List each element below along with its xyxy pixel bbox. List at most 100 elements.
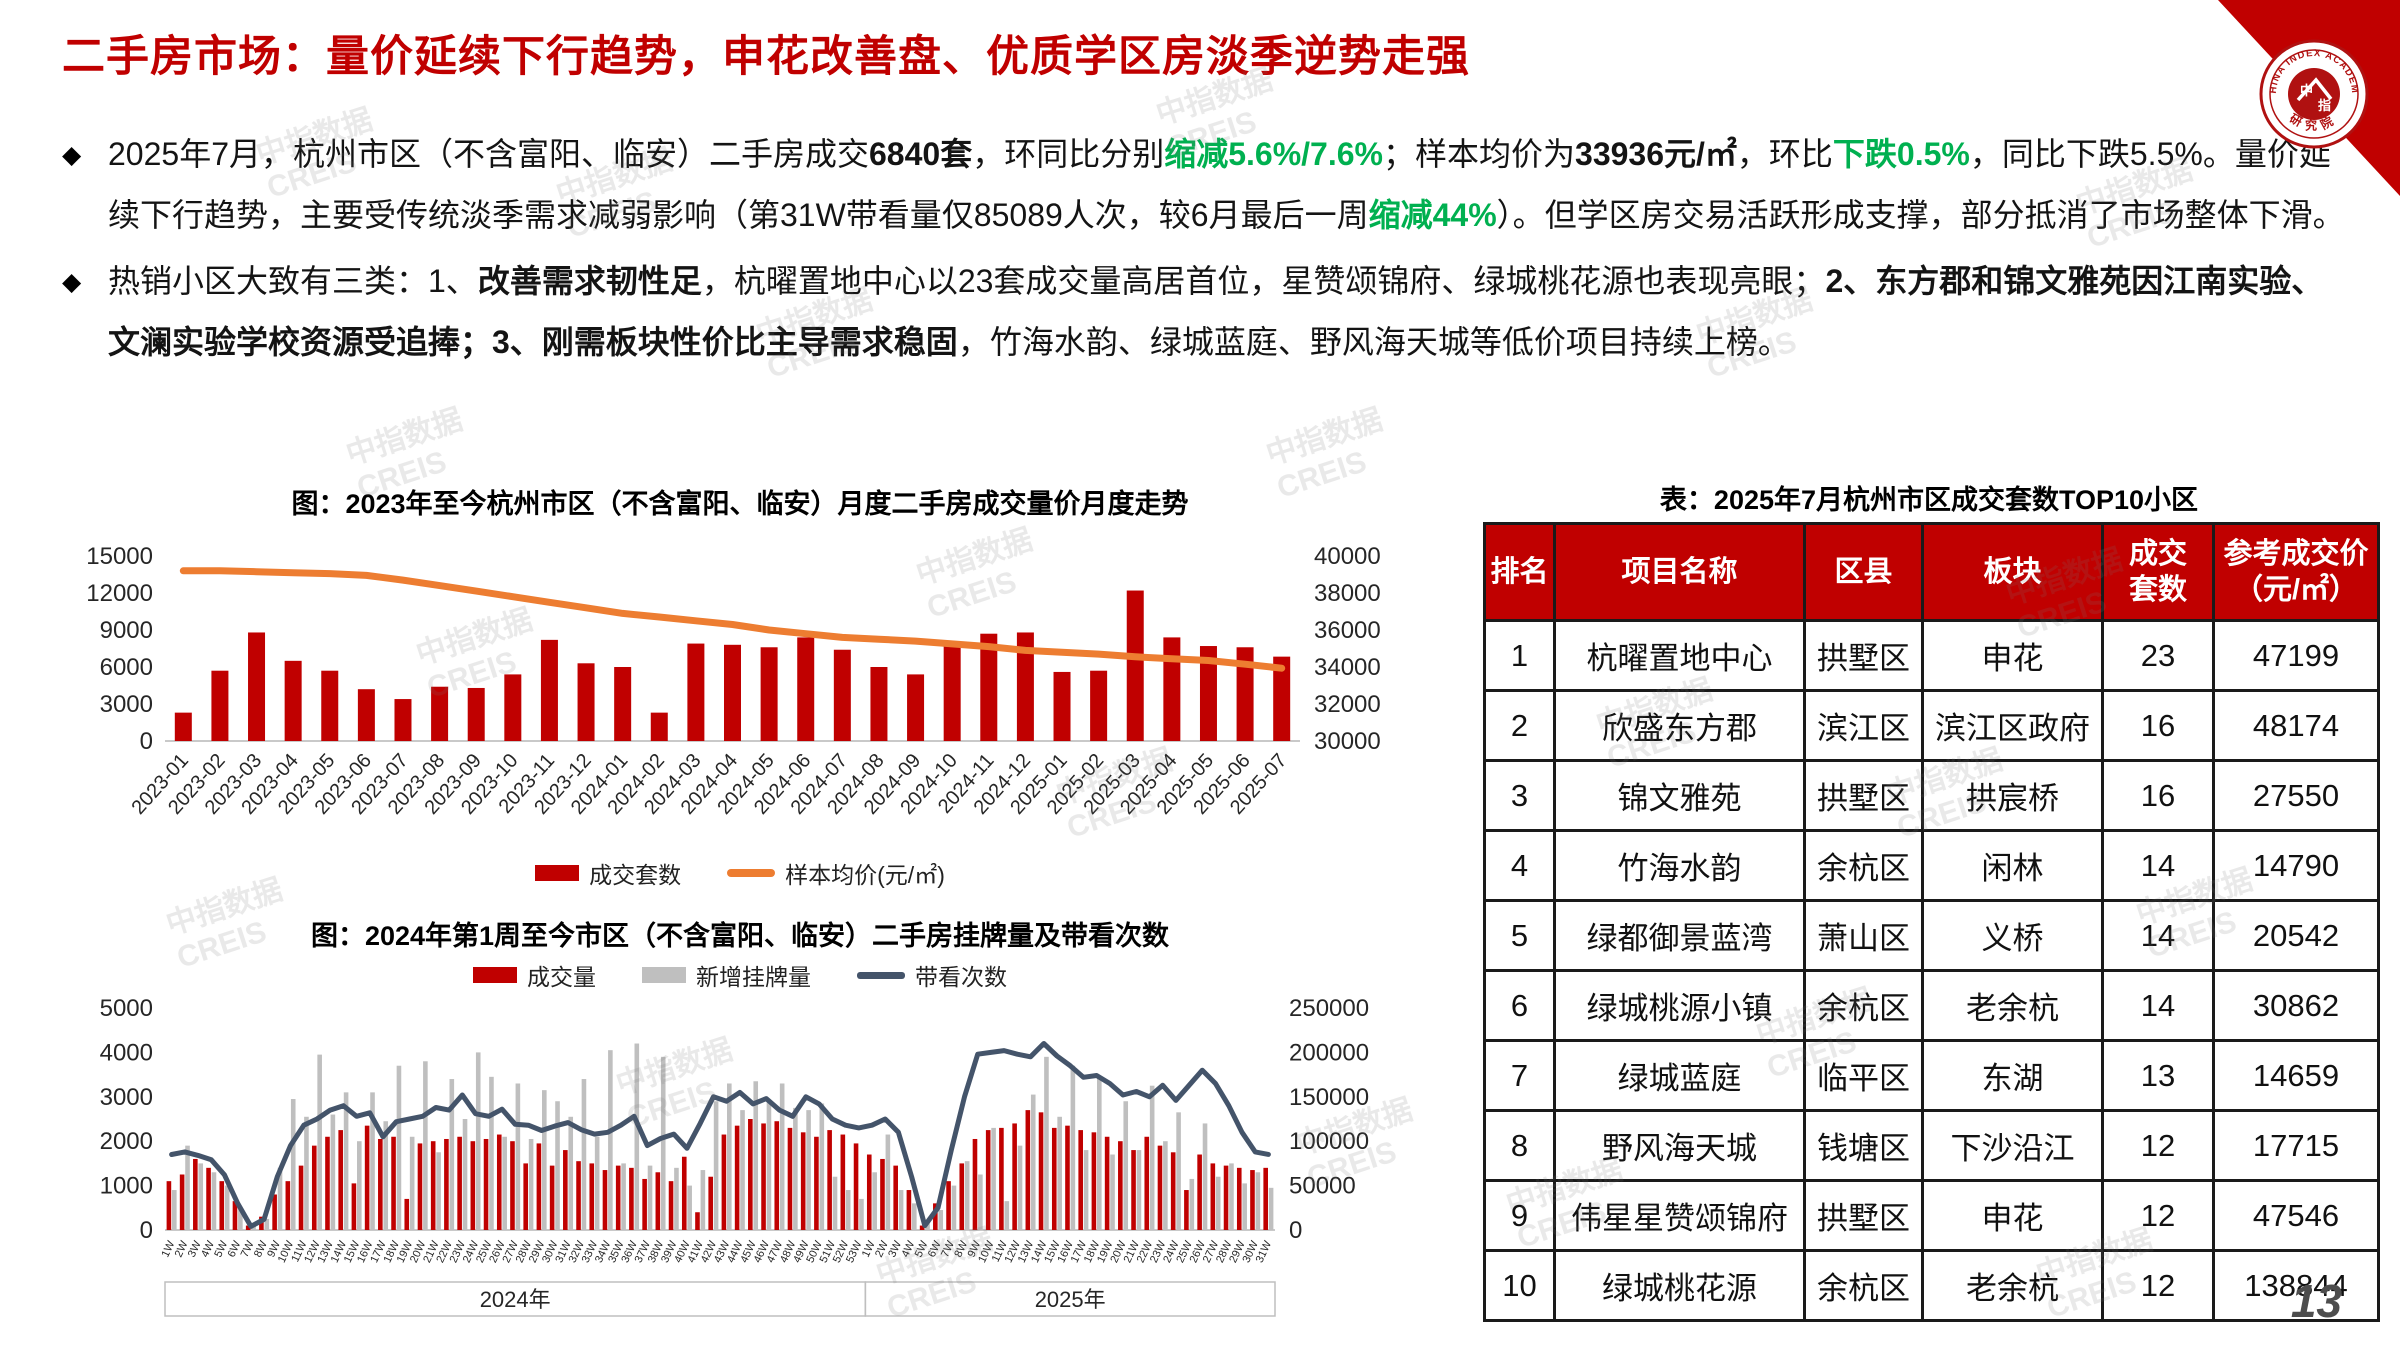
bar-成交套数 [248, 632, 266, 741]
bar-新增挂牌量 [753, 1081, 759, 1230]
legend-label: 新增挂牌量 [696, 964, 811, 990]
bar-新增挂牌量 [172, 1190, 177, 1230]
bar-新增挂牌量 [449, 1079, 455, 1230]
bar-新增挂牌量 [555, 1101, 560, 1230]
table-cell-deals: 13 [2101, 1039, 2215, 1112]
bullet-list: ◆ 2025年7月，杭州市区（不含富阳、临安）二手房成交6840套，环同比分别缩减… [62, 124, 2352, 378]
bar-成交量 [1078, 1130, 1083, 1230]
bar-成交量 [853, 1143, 859, 1230]
table-cell-deals: 14 [2101, 969, 2215, 1042]
right-axis-tick: 250000 [1289, 995, 1369, 1022]
table-header-cell: 项目名称 [1553, 522, 1806, 622]
bar-新增挂牌量 [1097, 1076, 1102, 1230]
bullet-item: ◆ 2025年7月，杭州市区（不含富阳、临安）二手房成交6840套，环同比分别缩减… [62, 124, 2352, 247]
bar-新增挂牌量 [621, 1163, 626, 1230]
table-row: 1 杭曜置地中心 拱墅区 申花 23 47199 [1483, 619, 2380, 692]
table-cell-price: 14790 [2212, 829, 2380, 902]
year-group-box [864, 1281, 1276, 1317]
table-cell-rank: 1 [1483, 619, 1556, 692]
bar-新增挂牌量 [806, 1110, 811, 1230]
seal-roof-mark [2296, 77, 2333, 102]
left-axis-tick: 2000 [100, 1128, 153, 1155]
legend-item-listings: 新增挂牌量 [642, 958, 811, 992]
bar-成交量 [734, 1125, 740, 1230]
bar-成交量 [615, 1165, 621, 1230]
table-row: 3 锦文雅苑 拱墅区 拱宸桥 16 27550 [1483, 759, 2380, 832]
table-cell-price: 27550 [2212, 759, 2380, 832]
left-axis-tick: 6000 [100, 654, 153, 681]
bar-成交套数 [211, 670, 229, 741]
table-row: 5 绿都御景蓝湾 萧山区 义桥 14 20542 [1483, 899, 2380, 972]
table-cell-name: 欣盛东方郡 [1553, 689, 1806, 762]
table-cell-rank: 10 [1483, 1249, 1556, 1322]
table-cell-area: 闲林 [1921, 829, 2104, 902]
bar-成交量 [1210, 1163, 1216, 1230]
left-axis-tick: 12000 [86, 580, 153, 607]
bar-成交量 [193, 1158, 198, 1230]
table-row: 9 伟星星赞颂锦府 拱墅区 申花 12 47546 [1483, 1179, 2380, 1252]
table-cell-area: 下沙沿江 [1921, 1109, 2104, 1182]
bar-新增挂牌量 [489, 1076, 494, 1230]
bar-新增挂牌量 [357, 1141, 362, 1230]
table-cell-district: 拱墅区 [1803, 759, 1924, 832]
table-cell-price: 138844 [2212, 1249, 2380, 1322]
bar-成交量 [232, 1201, 238, 1230]
bar-新增挂牌量 [700, 1170, 706, 1230]
bar-成交量 [444, 1138, 449, 1230]
bar-成交量 [668, 1181, 674, 1230]
bar-新增挂牌量 [1255, 1172, 1261, 1230]
bar-成交量 [721, 1134, 727, 1230]
table-header-cell: 排名 [1483, 522, 1556, 622]
bar-成交套数 [943, 642, 961, 741]
bar-成交量 [364, 1125, 370, 1230]
bar-成交套数 [321, 670, 339, 741]
bar-成交量 [1170, 1152, 1176, 1230]
table-cell-price: 48174 [2212, 689, 2380, 762]
line-样本均价(元/㎡) [179, 567, 1286, 672]
table-cell-deals: 12 [2101, 1249, 2215, 1322]
bar-成交量 [708, 1176, 713, 1230]
bar-成交套数 [1163, 637, 1181, 741]
bar-成交量 [576, 1161, 581, 1230]
bar-成交套数 [394, 699, 412, 741]
bar-成交量 [999, 1127, 1004, 1230]
bar-成交套数 [1273, 656, 1291, 741]
bold-text: 改善需求韧性足 [477, 262, 702, 299]
plain-text: ，环同比分别 [972, 136, 1165, 172]
bar-成交量 [1038, 1112, 1044, 1230]
bar-新增挂牌量 [845, 1190, 851, 1230]
bar-新增挂牌量 [436, 1152, 441, 1230]
bar-新增挂牌量 [1242, 1183, 1247, 1230]
bar-成交量 [866, 1154, 872, 1230]
highlight-green-text: 缩减44% [1368, 197, 1497, 234]
plain-text: ；样本均价为 [1383, 136, 1576, 172]
bar-成交量 [642, 1178, 647, 1230]
bar-新增挂牌量 [991, 1127, 996, 1230]
bar-新增挂牌量 [634, 1043, 640, 1230]
bar-新增挂牌量 [211, 1172, 217, 1230]
table-cell-name: 伟星星赞颂锦府 [1553, 1179, 1806, 1252]
bar-成交量 [827, 1130, 832, 1230]
table-row: 2 欣盛东方郡 滨江区 滨江区政府 16 48174 [1483, 689, 2380, 762]
bar-新增挂牌量 [647, 1165, 653, 1230]
table-cell-name: 竹海水韵 [1553, 829, 1806, 902]
table-cell-rank: 5 [1483, 899, 1556, 972]
right-axis-tick: 0 [1289, 1217, 1302, 1244]
left-axis-tick: 3000 [100, 691, 153, 718]
bar-成交套数 [833, 649, 851, 741]
bar-成交量 [840, 1134, 846, 1230]
bar-新增挂牌量 [674, 1167, 679, 1230]
bar-新增挂牌量 [687, 1185, 692, 1230]
table-cell-area: 申花 [1921, 1179, 2104, 1252]
bar-成交量 [1236, 1167, 1242, 1230]
bar-成交套数 [431, 686, 449, 741]
bar-成交量 [1144, 1136, 1150, 1230]
bullet-text: 2025年7月，杭州市区（不含富阳、临安）二手房成交6840套，环同比分别缩减5… [108, 124, 2352, 247]
table-header-cell: 板块 [1921, 522, 2104, 622]
table-row: 4 竹海水韵 余杭区 闲林 14 14790 [1483, 829, 2380, 902]
bar-新增挂牌量 [304, 1116, 309, 1230]
bar-新增挂牌量 [1136, 1150, 1142, 1230]
bar-成交量 [285, 1181, 291, 1230]
bar-新增挂牌量 [238, 1207, 243, 1230]
